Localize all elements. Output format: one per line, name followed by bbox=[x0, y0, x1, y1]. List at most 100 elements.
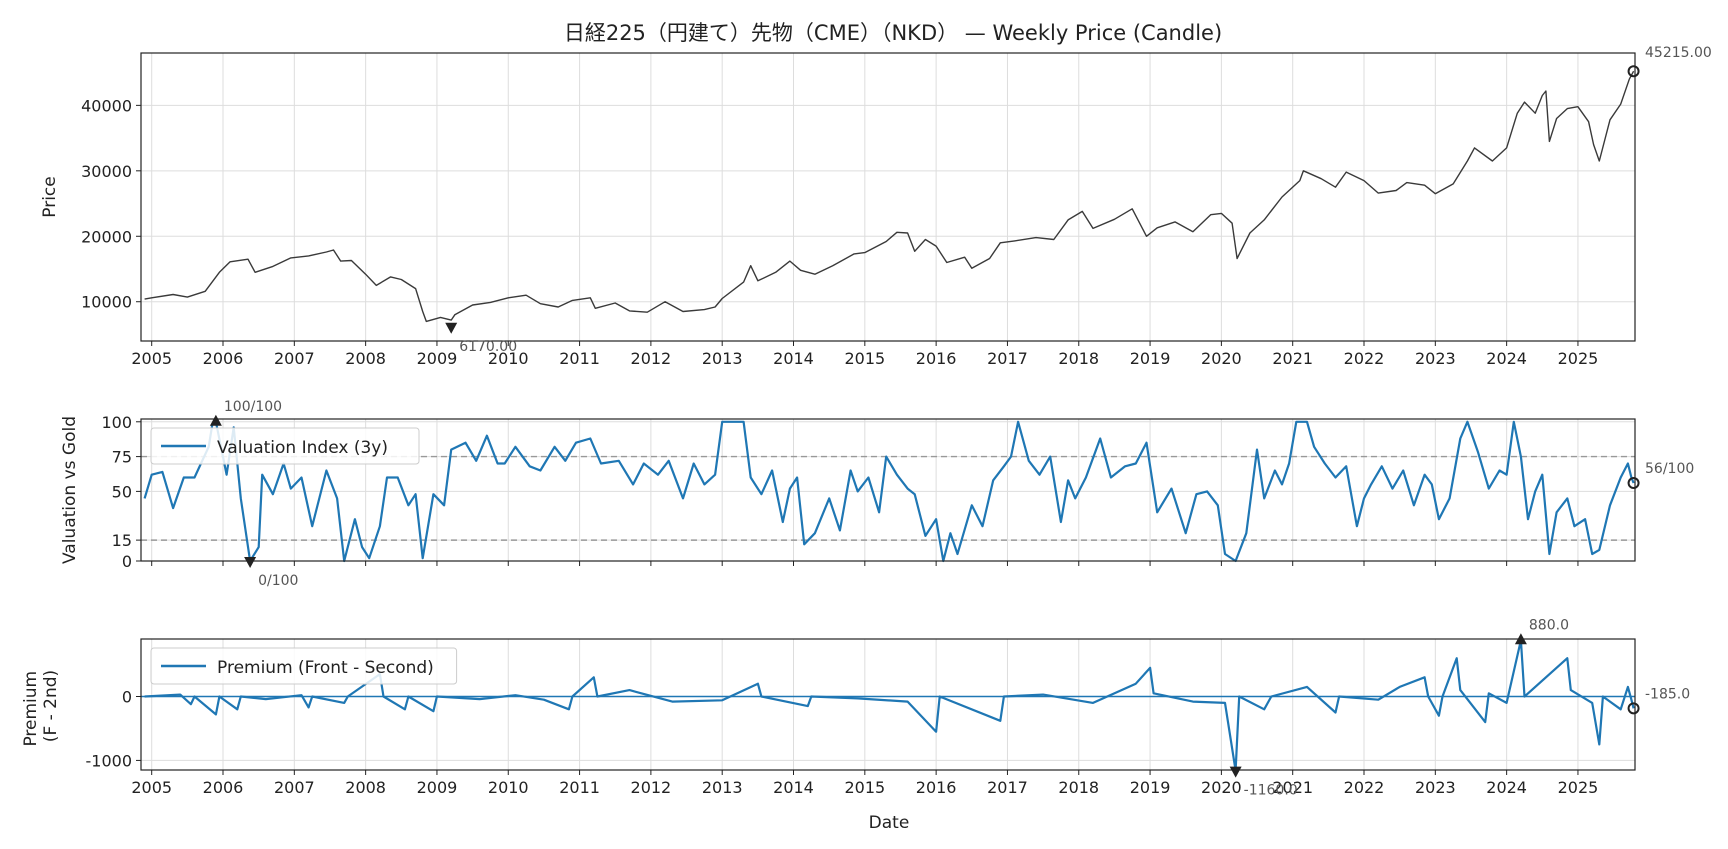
price-xtick-label-2025: 2025 bbox=[1558, 349, 1599, 368]
premium-xtick-label-2008: 2008 bbox=[345, 778, 386, 797]
premium-xtick-label-2010: 2010 bbox=[488, 778, 529, 797]
price-y-axis-label: Price bbox=[40, 176, 60, 217]
price-xtick-label-2005: 2005 bbox=[131, 349, 172, 368]
valuation-ytick-label-15: 15 bbox=[112, 531, 132, 550]
price-ytick-label-20000: 20000 bbox=[81, 227, 132, 246]
valuation-min-label: 0/100 bbox=[258, 573, 298, 589]
price-xtick-label-2018: 2018 bbox=[1058, 349, 1099, 368]
valuation-min-marker bbox=[244, 557, 257, 568]
premium-xtick-label-2011: 2011 bbox=[559, 778, 600, 797]
premium-xtick-label-2022: 2022 bbox=[1344, 778, 1385, 797]
price-min-marker bbox=[445, 322, 458, 334]
premium-max-marker bbox=[1514, 633, 1527, 645]
price-ytick-label-10000: 10000 bbox=[81, 293, 132, 312]
price-xtick-label-2012: 2012 bbox=[631, 349, 672, 368]
premium-xtick-label-2021: 2021 bbox=[1272, 778, 1313, 797]
price-xtick-label-2021: 2021 bbox=[1272, 349, 1313, 368]
premium-ytick-label--1000: -1000 bbox=[86, 751, 133, 770]
valuation-max-marker bbox=[209, 414, 222, 426]
valuation-ytick-label-75: 75 bbox=[112, 448, 132, 467]
premium-panel: 2005 2006 2007 2008 2009 2010 2011 2012 2013 2014… bbox=[21, 617, 1690, 798]
premium-xtick-label-2019: 2019 bbox=[1130, 778, 1171, 797]
price-xtick-label-2024: 2024 bbox=[1486, 349, 1527, 368]
price-annotations: 6170.00 45215.00 bbox=[445, 45, 1712, 355]
premium-xtick-label-2020: 2020 bbox=[1201, 778, 1242, 797]
valuation-legend-box bbox=[150, 427, 420, 465]
price-last-marker bbox=[1627, 65, 1640, 78]
price-panel: 2005 2006 2007 2008 2009 2010 2011 2012 2013 2014… bbox=[40, 45, 1712, 368]
premium-series-line bbox=[144, 639, 1635, 772]
price-xtick-label-2014: 2014 bbox=[773, 349, 814, 368]
valuation-ticks: 0 15 50 75 100 bbox=[101, 413, 1579, 571]
premium-legend-label: Premium (Front - Second) bbox=[217, 658, 434, 678]
premium-plot-frame bbox=[140, 638, 1636, 771]
premium-xtick-label-2005: 2005 bbox=[131, 778, 172, 797]
price-xtick-label-2017: 2017 bbox=[987, 349, 1028, 368]
valuation-series-line bbox=[143, 420, 1635, 563]
premium-legend-box bbox=[150, 647, 458, 685]
premium-max-label: 880.0 bbox=[1529, 617, 1569, 633]
premium-xtick-label-2018: 2018 bbox=[1058, 778, 1099, 797]
price-xtick-label-2006: 2006 bbox=[203, 349, 244, 368]
premium-xtick-label-2012: 2012 bbox=[631, 778, 672, 797]
price-xtick-label-2010: 2010 bbox=[488, 349, 529, 368]
price-ytick-label-30000: 30000 bbox=[81, 162, 132, 181]
premium-y-axis-label-line-1: Premium bbox=[21, 671, 41, 747]
valuation-last-label: 56/100 bbox=[1645, 461, 1694, 477]
chart-title: 日経225（円建て）先物（CME）（NKD） — Weekly Price (C… bbox=[564, 21, 1222, 45]
price-xtick-label-2019: 2019 bbox=[1130, 349, 1171, 368]
price-xtick-label-2016: 2016 bbox=[916, 349, 957, 368]
premium-xtick-label-2024: 2024 bbox=[1486, 778, 1527, 797]
price-ytick-label-40000: 40000 bbox=[81, 96, 132, 115]
x-axis-label: Date bbox=[869, 813, 910, 833]
premium-xtick-label-2016: 2016 bbox=[916, 778, 957, 797]
valuation-ytick-label-100: 100 bbox=[101, 413, 132, 432]
premium-ticks: 2005 2006 2007 2008 2009 2010 2011 2012 2013 2014… bbox=[86, 688, 1599, 797]
price-xtick-label-2015: 2015 bbox=[844, 349, 885, 368]
price-xtick-label-2022: 2022 bbox=[1344, 349, 1385, 368]
price-grid bbox=[141, 53, 1635, 341]
premium-xtick-label-2015: 2015 bbox=[844, 778, 885, 797]
price-plot-frame bbox=[140, 52, 1636, 342]
valuation-y-axis-label: Valuation vs Gold bbox=[60, 416, 80, 564]
price-last-label: 45215.00 bbox=[1645, 45, 1712, 61]
valuation-legend-label: Valuation Index (3y) bbox=[217, 438, 388, 458]
premium-xtick-label-2013: 2013 bbox=[702, 778, 743, 797]
premium-xtick-label-2014: 2014 bbox=[773, 778, 814, 797]
price-xtick-label-2020: 2020 bbox=[1201, 349, 1242, 368]
premium-y-axis-label-line-2: (F - 2nd) bbox=[41, 670, 61, 742]
price-xtick-label-2023: 2023 bbox=[1415, 349, 1456, 368]
price-series-line bbox=[144, 70, 1635, 323]
premium-legend: Premium (Front - Second) bbox=[150, 647, 458, 685]
premium-ytick-label-0: 0 bbox=[122, 688, 132, 707]
premium-min-label: -1160.0 bbox=[1244, 783, 1298, 799]
price-xtick-label-2007: 2007 bbox=[274, 349, 315, 368]
premium-xtick-label-2017: 2017 bbox=[987, 778, 1028, 797]
price-xtick-label-2008: 2008 bbox=[345, 349, 386, 368]
valuation-last-marker bbox=[1627, 477, 1640, 490]
valuation-plot-frame bbox=[140, 418, 1636, 562]
price-ticks: 2005 2006 2007 2008 2009 2010 2011 2012 2013 2014… bbox=[81, 96, 1598, 368]
price-xtick-label-2011: 2011 bbox=[559, 349, 600, 368]
valuation-legend: Valuation Index (3y) bbox=[150, 427, 420, 465]
valuation-max-label: 100/100 bbox=[224, 399, 282, 415]
premium-last-label: -185.0 bbox=[1645, 686, 1690, 702]
premium-last-marker bbox=[1627, 702, 1640, 715]
valuation-annotations: 100/100 0/100 56/100 bbox=[209, 399, 1694, 589]
price-xtick-label-2013: 2013 bbox=[702, 349, 743, 368]
valuation-reference-lines bbox=[141, 455, 1635, 541]
price-min-label: 6170.00 bbox=[459, 339, 517, 355]
premium-y-axis-label: Premium (F - 2nd) bbox=[21, 665, 61, 746]
valuation-ytick-label-50: 50 bbox=[112, 482, 132, 501]
premium-min-marker bbox=[1229, 766, 1242, 778]
premium-xtick-label-2009: 2009 bbox=[417, 778, 458, 797]
valuation-panel: 0 15 50 75 100 100/100 0/100 56/100 Valuation … bbox=[60, 399, 1694, 589]
valuation-ytick-label-0: 0 bbox=[122, 552, 132, 571]
premium-xtick-label-2025: 2025 bbox=[1558, 778, 1599, 797]
premium-annotations: 880.0 -1160.0 -185.0 bbox=[1229, 617, 1690, 799]
premium-xtick-label-2023: 2023 bbox=[1415, 778, 1456, 797]
price-xtick-label-2009: 2009 bbox=[417, 349, 458, 368]
premium-xtick-label-2007: 2007 bbox=[274, 778, 315, 797]
premium-xtick-label-2006: 2006 bbox=[203, 778, 244, 797]
